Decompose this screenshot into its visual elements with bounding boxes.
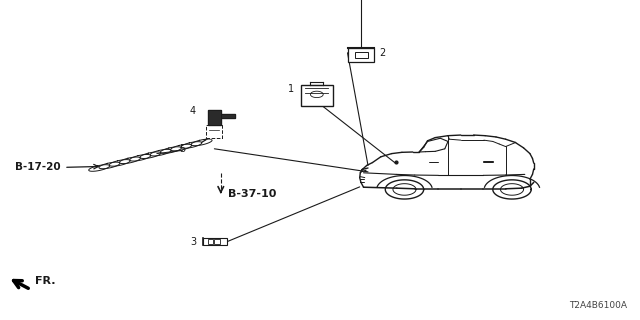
Text: 1: 1: [288, 84, 294, 94]
Bar: [355, 52, 368, 58]
Bar: [208, 239, 213, 244]
Text: B-17-20: B-17-20: [15, 162, 61, 172]
Text: 3: 3: [190, 236, 196, 247]
Text: T2A4B6100A: T2A4B6100A: [569, 301, 627, 310]
Text: B-37-10: B-37-10: [228, 189, 277, 199]
Text: 5: 5: [179, 144, 186, 154]
Text: 2: 2: [380, 48, 386, 58]
Polygon shape: [208, 110, 221, 125]
FancyBboxPatch shape: [301, 85, 333, 106]
Bar: [203, 238, 227, 245]
Text: FR.: FR.: [35, 276, 56, 286]
Bar: [214, 239, 220, 244]
Text: 4: 4: [189, 106, 195, 116]
Polygon shape: [206, 125, 222, 138]
Polygon shape: [221, 114, 235, 118]
Bar: [348, 48, 374, 62]
